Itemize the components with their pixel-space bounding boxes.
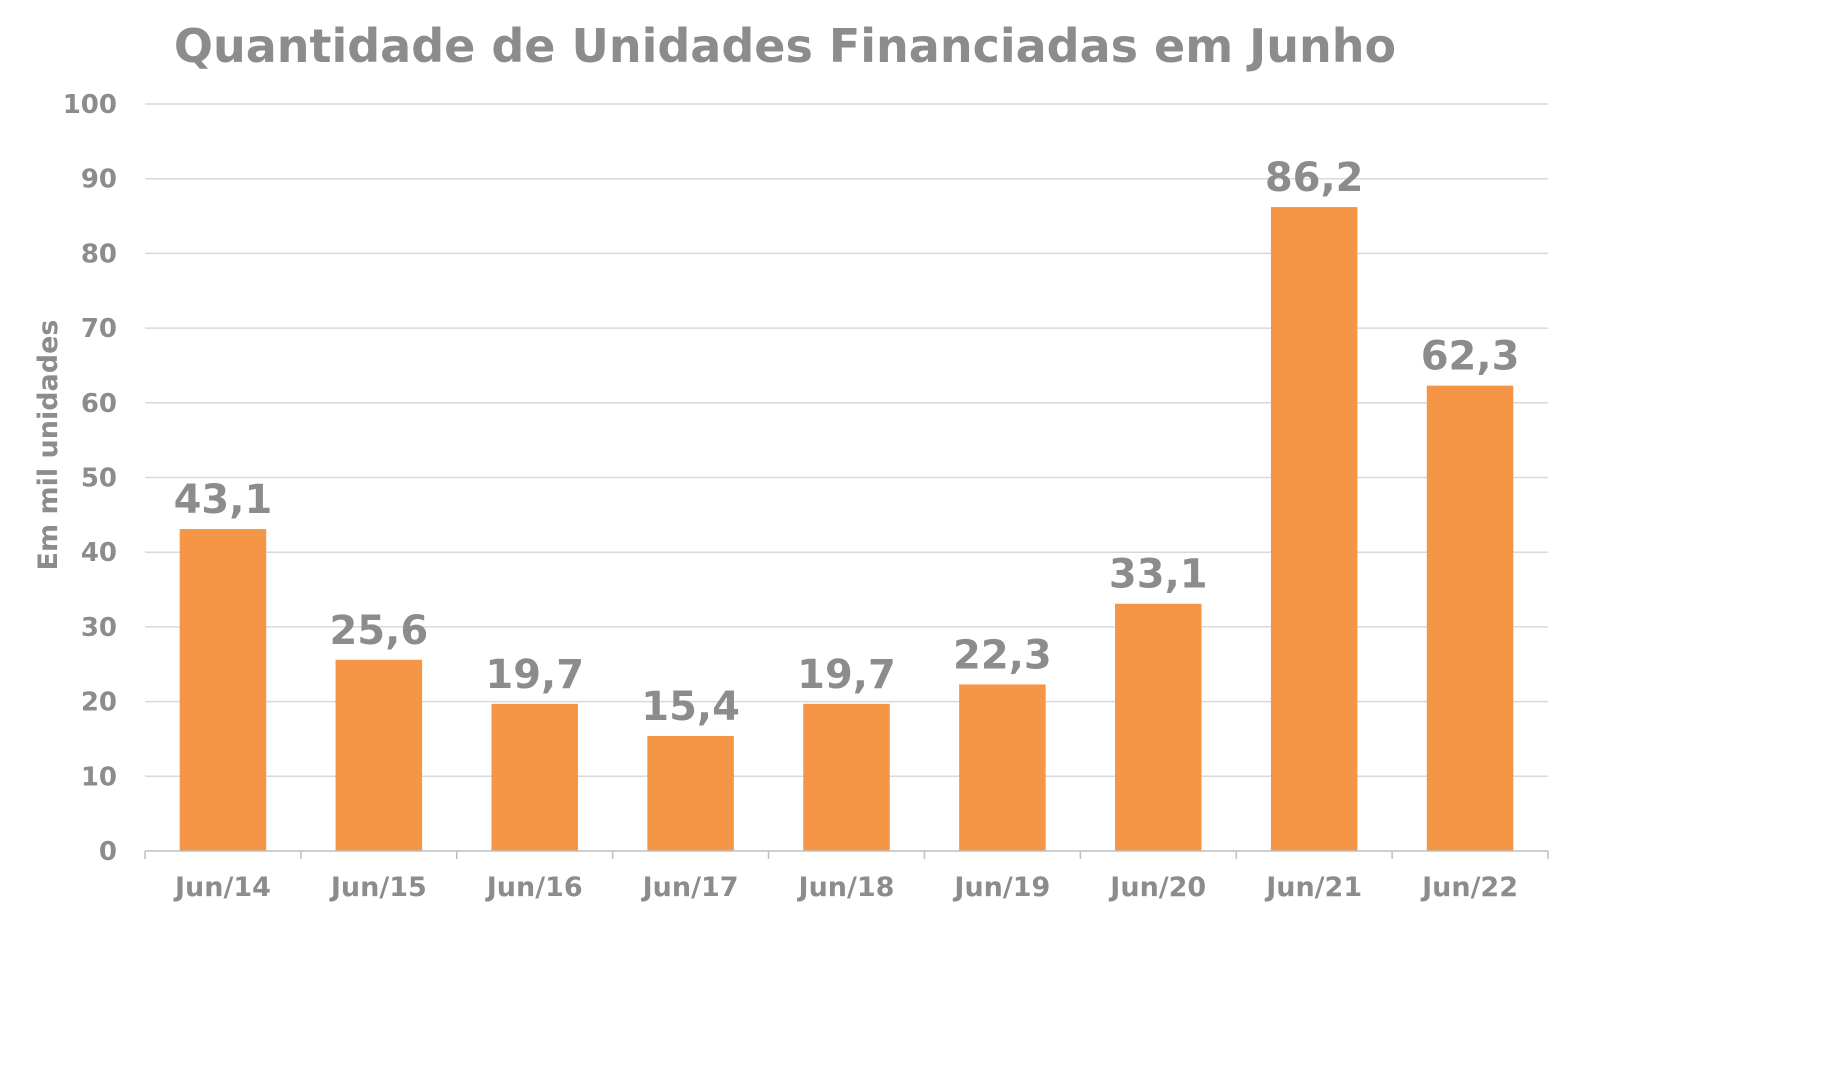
x-tick-label: Jun/19 — [952, 872, 1050, 903]
y-tick-label: 10 — [81, 762, 117, 792]
bars — [179, 207, 1514, 851]
data-label: 43,1 — [174, 477, 273, 523]
y-tick-label: 20 — [81, 688, 117, 718]
y-tick-label: 50 — [81, 464, 117, 494]
x-axis: Jun/14 Jun/15 Jun/16 Jun/17 Jun/18 Jun/19 Jun/… — [144, 850, 1549, 903]
x-tick-label: Jun/21 — [1264, 872, 1362, 903]
chart-title: Quantidade de Unidades Financiadas em Ju… — [174, 19, 1396, 73]
x-tick-label: Jun/15 — [329, 872, 427, 903]
bar — [491, 703, 578, 851]
data-labels: 43,1 25,6 19,7 15,4 19,7 22,3 33,1 86,2 62,3 — [174, 155, 1520, 730]
bar — [1115, 603, 1202, 851]
data-label: 22,3 — [953, 632, 1052, 678]
y-tick-label: 80 — [81, 239, 117, 269]
x-tick-label: Jun/20 — [1108, 872, 1206, 903]
y-tick-label: 40 — [81, 538, 117, 568]
bar — [1426, 385, 1514, 851]
data-label: 33,1 — [1109, 552, 1208, 598]
y-tick-label: 60 — [81, 389, 117, 419]
bar — [179, 529, 267, 851]
y-axis-label: Em mil unidades — [33, 320, 64, 571]
x-tick-label: Jun/17 — [641, 872, 739, 903]
y-tick-label: 0 — [99, 837, 117, 867]
bar — [959, 684, 1046, 851]
data-label: 19,7 — [485, 652, 584, 698]
y-tick-label: 100 — [63, 90, 117, 120]
data-label: 15,4 — [641, 684, 740, 730]
x-tick-label: Jun/16 — [485, 872, 583, 903]
y-tick-label: 70 — [81, 314, 117, 344]
bar — [1270, 207, 1358, 851]
bar — [647, 735, 734, 851]
y-tick-label: 90 — [81, 165, 117, 195]
data-label: 86,2 — [1265, 155, 1364, 201]
bar — [335, 659, 423, 851]
data-label: 62,3 — [1421, 334, 1520, 380]
y-tick-label: 30 — [81, 613, 117, 643]
data-label: 19,7 — [797, 652, 896, 698]
x-tick-label: Jun/14 — [173, 872, 271, 903]
x-tick-label: Jun/22 — [1420, 872, 1518, 903]
bar — [803, 703, 890, 851]
data-label: 25,6 — [329, 608, 428, 654]
x-tick-label: Jun/18 — [797, 872, 895, 903]
